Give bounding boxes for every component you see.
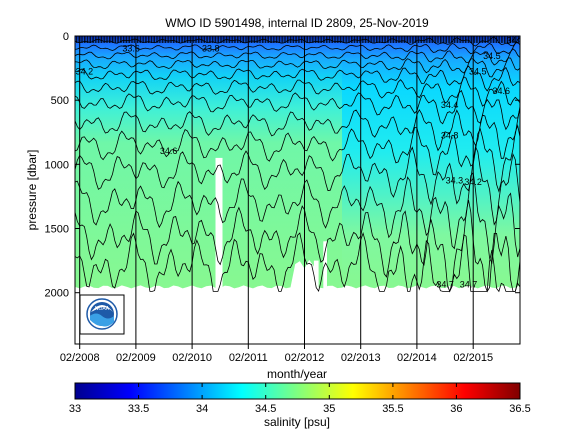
isohaline-contour (75, 199, 520, 293)
x-tick-label: 02/2015 (453, 352, 493, 364)
isohaline-contour (75, 106, 520, 159)
data-gap (323, 241, 327, 344)
isohaline-contour (75, 57, 520, 78)
contour-label: 34.5 (469, 67, 487, 77)
x-tick-label: 02/2013 (341, 352, 381, 364)
colorbar: 33 33.5 34 34.5 35 35.5 36 36.5 salinity [psu] (69, 382, 531, 429)
salinity-contours (75, 36, 520, 293)
isohaline-contour (75, 48, 520, 66)
contour-label: 34.4 (507, 36, 525, 46)
contour-label: 34.6 (493, 86, 511, 96)
isohaline-contour (75, 145, 520, 226)
x-tick-label: 02/2014 (397, 352, 437, 364)
contour-label: 34.7 (460, 280, 478, 290)
isohaline-contour (75, 76, 520, 107)
x-tick-label: 02/2009 (116, 352, 156, 364)
isohaline-contour (75, 171, 520, 265)
profile-bottom-mask (75, 259, 520, 344)
plot-frame (74, 35, 521, 345)
data-gap (313, 260, 319, 344)
isohaline-contour (75, 124, 520, 193)
salinity-field-early (75, 36, 342, 292)
colorbar-tick-label: 35 (323, 403, 335, 415)
profile-markers (75, 36, 520, 43)
colorbar-tick-label: 36 (450, 403, 462, 415)
contour-label: 33.8 (202, 43, 220, 53)
isohaline-contour (75, 65, 520, 92)
x-axis: 02/2008 02/2009 02/2010 02/2011 02/2012 02/20… (60, 344, 493, 364)
colorbar-tick-label: 34.5 (255, 403, 276, 415)
isohaline-contour (75, 41, 520, 55)
isohaline-contour (75, 89, 520, 131)
x-tick-label: 02/2008 (60, 352, 100, 364)
x-axis-label: month/year (267, 367, 327, 381)
y-axis: 0 500 1000 1500 2000 (45, 31, 520, 300)
salinity-field: 33.6 33.834.234.634.3 34.234.7 34.734.434.5… (75, 36, 525, 344)
colorbar-ticks: 33 33.5 34 34.5 35 35.5 36 36.5 (69, 383, 531, 415)
isohaline-contour (75, 231, 520, 293)
noaa-logo: NOAA (79, 294, 125, 335)
y-axis-label: pressure [dbar] (25, 150, 39, 231)
colorbar-gradient (74, 382, 521, 400)
contour-label: 33.6 (122, 43, 140, 53)
colorbar-label: salinity [psu] (264, 415, 330, 429)
noaa-logo-text: NOAA (95, 306, 110, 312)
data-gap (215, 157, 223, 344)
contour-label: 34.6 (160, 146, 178, 156)
y-tick-label: 2000 (45, 288, 69, 300)
contour-label: 34.7 (436, 280, 454, 290)
colorbar-tick-label: 35.5 (382, 403, 403, 415)
x-tick-label: 02/2011 (229, 352, 268, 364)
x-tick-label: 02/2010 (172, 352, 212, 364)
contour-label: 34.3 (446, 176, 464, 186)
y-tick-label: 0 (63, 31, 69, 43)
contour-labels: 33.6 33.834.234.634.3 34.234.7 34.734.434.5… (76, 36, 525, 290)
contour-label: 34.5 (483, 51, 501, 61)
contour-label: 34.4 (441, 100, 459, 110)
contour-label: 34.8 (441, 131, 459, 141)
contour-label: 34.2 (76, 67, 94, 77)
contour-label: 34.2 (464, 177, 482, 187)
x-tick-label: 02/2012 (285, 352, 325, 364)
colorbar-tick-label: 33.5 (128, 403, 149, 415)
data-gaps (215, 157, 327, 344)
y-tick-label: 1000 (45, 159, 69, 171)
colorbar-tick-label: 34 (196, 403, 208, 415)
colorbar-tick-label: 36.5 (509, 403, 530, 415)
isohaline-contour (75, 36, 520, 47)
y-tick-label: 1500 (45, 224, 69, 236)
y-tick-label: 500 (51, 95, 69, 107)
chart-title: WMO ID 5901498, internal ID 2809, 25-Nov… (165, 16, 429, 30)
colorbar-tick-label: 33 (69, 403, 81, 415)
